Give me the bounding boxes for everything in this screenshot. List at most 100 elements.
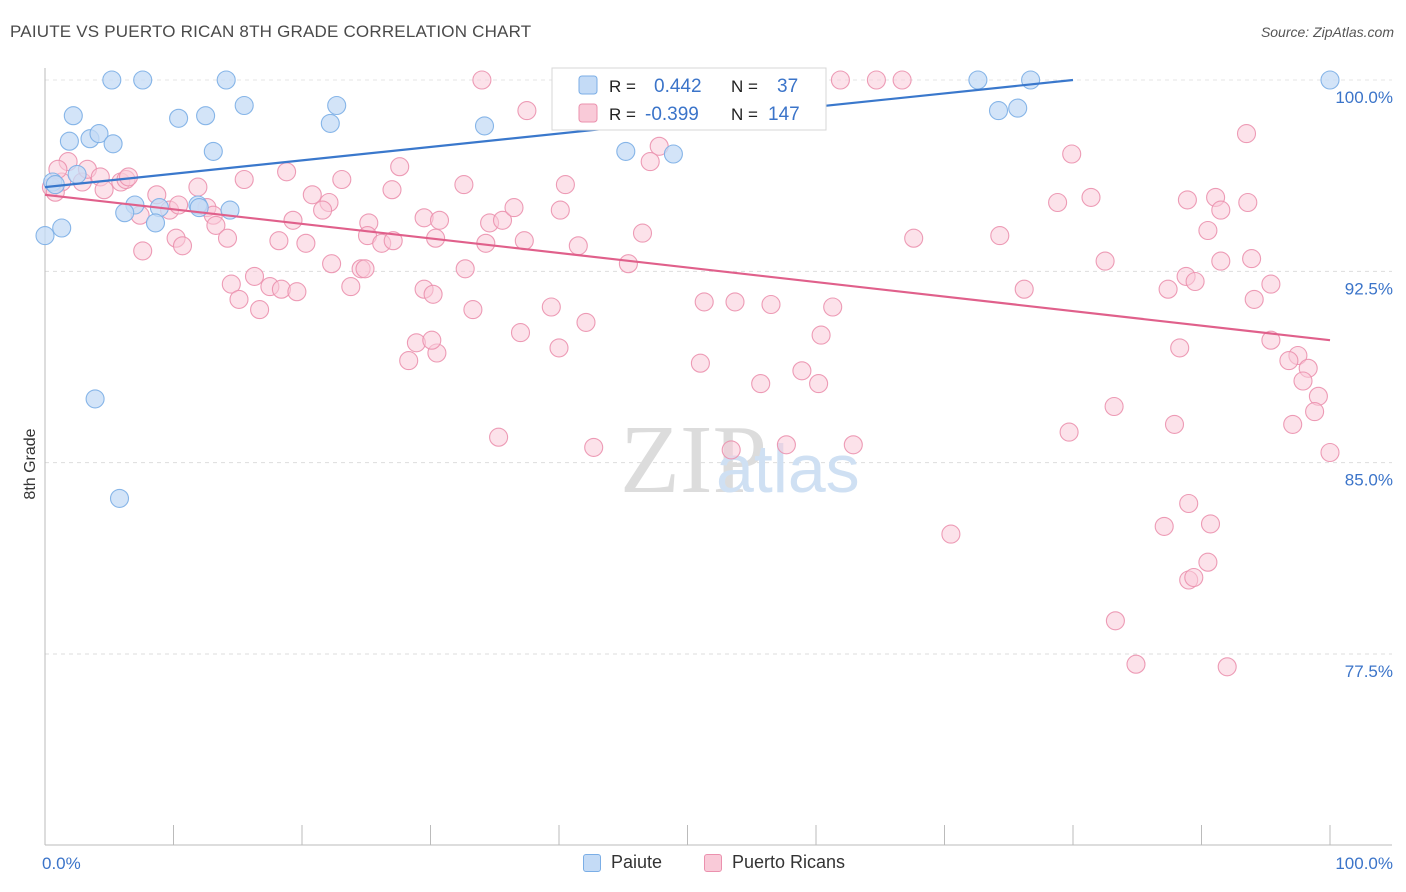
puerto-rican-point: [1170, 338, 1190, 358]
puerto-rican-point: [302, 185, 322, 205]
puerto-rican-point: [94, 180, 114, 200]
paiute-point: [203, 141, 223, 161]
puerto-rican-point: [1293, 371, 1313, 391]
puerto-rican-point: [234, 169, 254, 190]
puerto-rican-point: [811, 325, 831, 345]
puerto-rican-point: [510, 323, 531, 343]
puerto-rican-point: [1179, 493, 1199, 514]
puerto-rican-point: [463, 300, 483, 320]
legend-item-puerto-ricans: Puerto Ricans: [704, 852, 845, 873]
puerto-rican-point: [455, 259, 475, 279]
stats-n-value-puerto-ricans: 147: [768, 104, 800, 125]
puerto-rican-point: [904, 228, 924, 248]
puerto-rican-point: [632, 223, 653, 243]
axes-layer: 77.5% 85.0% 92.5% 100.0% 0.0% 100.0%: [42, 68, 1393, 873]
puerto-rican-point: [296, 233, 316, 253]
paiute-point: [1008, 98, 1028, 118]
legend-swatch-paiute: [583, 853, 601, 872]
stats-n-label-puerto-ricans: N =: [731, 105, 758, 124]
paiute-point: [988, 101, 1009, 121]
puerto-rican-point: [133, 241, 153, 261]
puerto-rican-point: [1164, 414, 1185, 434]
y-tick-label: 92.5%: [1345, 279, 1393, 298]
puerto-rican-point: [188, 177, 208, 197]
paiute-point: [196, 106, 216, 126]
puerto-rican-point: [640, 152, 660, 172]
paiute-point: [89, 124, 109, 144]
puerto-rican-point: [1211, 200, 1231, 220]
puerto-rican-point: [423, 284, 443, 304]
stats-swatch-puerto-ricans: [578, 103, 598, 123]
puerto-rican-point: [1059, 422, 1079, 442]
puerto-rican-point: [332, 169, 352, 190]
puerto-rican-point: [277, 162, 297, 182]
paiute-point: [59, 131, 79, 151]
puerto-rican-point: [568, 236, 588, 256]
puerto-rican-point: [1185, 271, 1205, 292]
paiute-point: [1021, 70, 1041, 90]
puerto-rican-point: [429, 210, 450, 230]
stats-r-label-paiute: R =: [609, 77, 636, 96]
paiute-point: [63, 106, 83, 126]
watermark-zip: ZIP: [620, 406, 767, 514]
puerto-rican-point: [618, 254, 638, 274]
puerto-rican-point: [1062, 144, 1082, 164]
puerto-rican-point: [1279, 351, 1299, 371]
puerto-rican-point: [751, 374, 771, 394]
puerto-rican-point: [830, 70, 850, 90]
stats-legend-box: [551, 67, 827, 131]
puerto-rican-point: [1014, 279, 1034, 299]
puerto-rican-point: [1305, 402, 1325, 422]
stats-swatch-paiute: [578, 75, 598, 95]
paiute-trend-line: [44, 78, 1074, 189]
paiute-point: [52, 218, 72, 238]
puerto-rican-point: [1217, 657, 1237, 677]
puerto-rican-point: [1126, 654, 1146, 674]
paiute-point: [35, 226, 55, 246]
puerto-rican-point: [866, 70, 886, 90]
stats-r-value-puerto-ricans: -0.399: [645, 104, 699, 125]
puerto-rican-point: [229, 289, 249, 309]
puerto-rican-point: [550, 200, 570, 220]
puerto-rican-point: [576, 312, 596, 332]
y-axis-label: 8th Grade: [22, 428, 39, 499]
puerto-rican-point: [843, 435, 863, 455]
puerto-rican-point: [172, 236, 193, 256]
puerto-rican-point: [792, 361, 812, 381]
puerto-rican-point: [1283, 414, 1303, 434]
puerto-rican-point: [1236, 124, 1257, 144]
paiute-point: [102, 70, 122, 90]
puerto-rican-point: [721, 440, 741, 460]
x-tick-label: 100.0%: [1335, 854, 1393, 873]
puerto-rican-point: [1104, 396, 1124, 417]
puerto-rican-point: [584, 437, 604, 457]
paiute-point: [234, 95, 254, 116]
puerto-rican-point: [1238, 192, 1258, 213]
puerto-rican-point: [990, 226, 1010, 246]
stats-r-label-puerto-ricans: R =: [609, 105, 636, 124]
puerto-rican-point: [383, 231, 403, 251]
puerto-rican-point: [690, 353, 710, 373]
trend-layer: [44, 78, 1331, 342]
puerto-rican-point: [206, 215, 226, 235]
paiute-point: [327, 95, 347, 116]
puerto-rican-point: [489, 427, 509, 447]
puerto-rican-point: [1095, 251, 1115, 271]
x-tick-label: 0.0%: [42, 854, 81, 873]
y-tick-label: 85.0%: [1345, 471, 1393, 490]
puerto-rican-point: [1081, 187, 1101, 207]
paiute-point: [169, 108, 189, 128]
stats-n-label-paiute: N =: [731, 77, 758, 96]
legend-swatch-puerto-ricans: [704, 853, 722, 872]
chart-title: PAIUTE VS PUERTO RICAN 8TH GRADE CORRELA…: [10, 22, 532, 41]
puerto-rican-point: [244, 266, 265, 286]
legend-label-paiute: Paiute: [611, 852, 663, 872]
puerto-rican-point: [549, 338, 569, 358]
puerto-rican-point: [454, 175, 474, 195]
puerto-rican-point: [541, 297, 561, 317]
puerto-rican-point: [555, 175, 575, 195]
puerto-rican-point: [514, 231, 534, 251]
y-tick-label: 77.5%: [1345, 662, 1393, 681]
puerto-rican-point: [492, 210, 513, 230]
puerto-rican-point: [725, 292, 745, 312]
